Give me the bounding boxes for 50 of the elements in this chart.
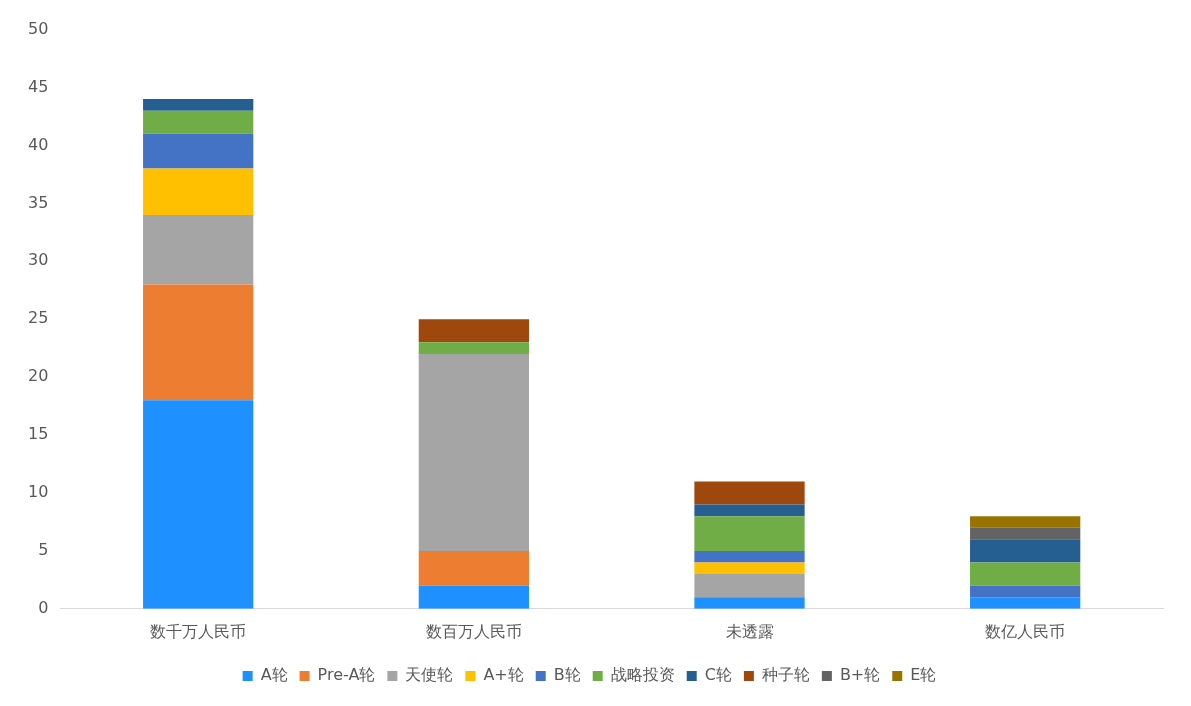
bar [970,597,1081,609]
bar [694,562,805,575]
bar [418,353,529,551]
bar [970,516,1081,528]
bar [694,516,805,551]
bar [143,133,254,169]
bar [143,214,254,285]
x-tick-label: 数亿人民币 [985,621,1066,641]
legend-label: 种子轮 [761,665,810,685]
legend-label: Pre-A轮 [317,665,376,685]
bar [143,168,254,215]
y-tick-label: 15 [28,424,49,444]
bar [418,342,529,354]
y-tick-label: 0 [38,597,49,617]
y-tick-label: 30 [28,250,49,270]
y-tick-label: 20 [28,366,49,386]
y-tick-label: 40 [28,134,49,154]
bar [694,574,805,598]
bar [970,527,1081,540]
bar [143,99,254,111]
bar [143,284,254,401]
bar [143,110,254,134]
y-tick-label: 5 [38,540,49,560]
bar [143,400,254,609]
legend-label: 天使轮 [405,665,454,685]
y-tick-label: 10 [28,482,49,502]
bar [694,504,805,517]
legend-label: C轮 [704,665,732,685]
bar [694,481,805,505]
legend-label: A+轮 [483,665,524,685]
bar [970,562,1081,586]
x-tick-label: 未透露 [725,621,774,641]
y-tick-label: 50 [28,18,49,38]
x-tick-label: 数百万人民币 [425,621,522,641]
bar [418,319,529,343]
legend-label: B轮 [553,665,581,685]
y-tick-label: 45 [28,76,49,96]
bar [694,597,805,609]
bar [418,550,529,586]
bar [970,585,1081,598]
bar [418,585,529,609]
x-tick-label: 数千万人民币 [150,621,247,641]
bar [970,539,1081,563]
bar [694,550,805,563]
legend-label: 战略投资 [610,665,675,685]
legend-label: B+轮 [839,665,881,685]
legend-label: A轮 [260,665,288,685]
legend-label: E轮 [910,665,937,685]
y-tick-label: 25 [28,308,49,328]
y-tick-label: 35 [28,192,49,212]
